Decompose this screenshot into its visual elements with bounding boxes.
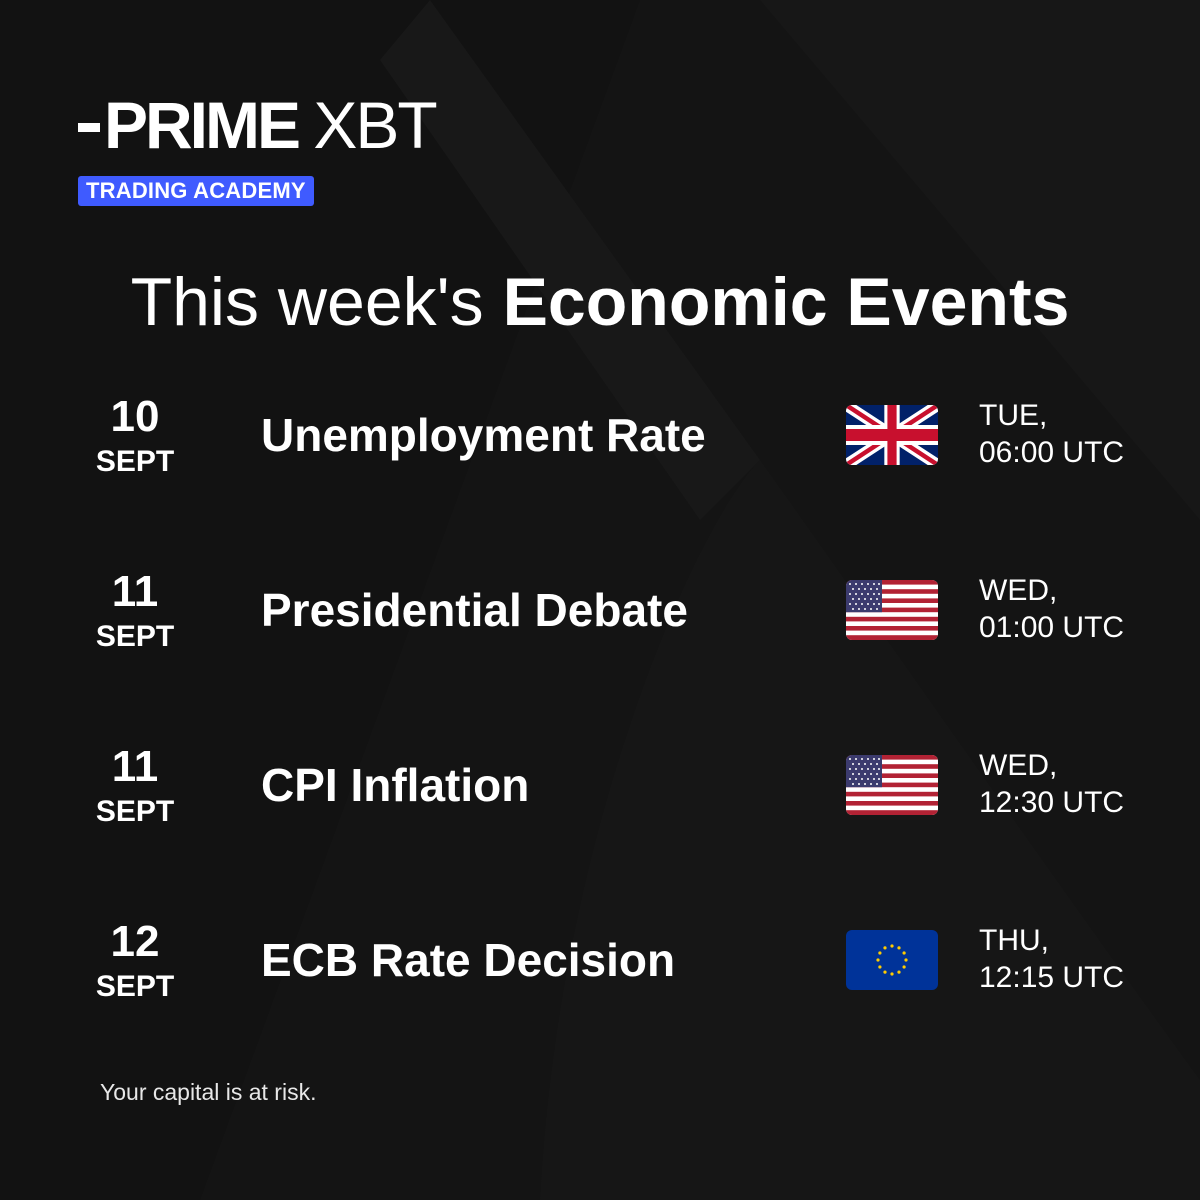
prime-xbt-logo: PRIME XBT <box>78 92 438 158</box>
event-row: 11 SEPT Presidential Debate <box>0 560 1200 680</box>
event-title: ECB Rate Decision <box>261 934 676 986</box>
us-flag-icon <box>846 580 938 640</box>
event-time: WED, 01:00 UTC <box>979 572 1179 646</box>
event-day: 10 <box>110 392 160 441</box>
event-weekday: WED, <box>979 574 1058 607</box>
event-day: 11 <box>111 742 159 791</box>
event-time: THU, 12:15 UTC <box>979 922 1179 996</box>
event-utc-time: 12:30 UTC <box>979 786 1125 819</box>
title-regular: This week's <box>130 264 484 340</box>
event-month: SEPT <box>95 795 175 828</box>
event-title: Presidential Debate <box>261 584 688 636</box>
event-weekday: TUE, <box>979 399 1048 432</box>
title-bold: Economic Events <box>502 264 1070 340</box>
event-title: CPI Inflation <box>261 759 530 811</box>
event-time: TUE, 06:00 UTC <box>979 397 1179 471</box>
trading-academy-badge: TRADING ACADEMY <box>78 176 314 206</box>
risk-disclaimer: Your capital is at risk. <box>100 1079 317 1105</box>
event-row: 12 SEPT ECB Rate Decision <box>0 910 1200 1030</box>
event-day: 12 <box>110 917 160 966</box>
event-month: SEPT <box>95 970 175 1003</box>
eu-flag-icon <box>846 930 938 990</box>
page-title: This week's Economic Events <box>0 262 1200 342</box>
event-row: 11 SEPT CPI Inflation <box>0 735 1200 855</box>
event-month: SEPT <box>95 620 175 653</box>
logo-text-primary: PRIME <box>104 88 301 162</box>
event-weekday: THU, <box>979 924 1049 957</box>
event-utc-time: 01:00 UTC <box>979 611 1125 644</box>
event-utc-time: 06:00 UTC <box>979 436 1125 469</box>
event-day: 11 <box>111 567 159 616</box>
uk-flag-icon <box>846 405 938 465</box>
logo-dash-mark <box>78 122 100 132</box>
event-utc-time: 12:15 UTC <box>979 961 1125 994</box>
event-row: 10 SEPT Unemployment Rate TUE, 06:0 <box>0 385 1200 505</box>
event-weekday: WED, <box>979 749 1058 782</box>
logo-wordmark: PRIME XBT <box>104 92 438 158</box>
event-month: SEPT <box>95 445 175 478</box>
event-title: Unemployment Rate <box>261 409 706 461</box>
us-flag-icon <box>846 755 938 815</box>
event-time: WED, 12:30 UTC <box>979 747 1179 821</box>
logo-text-secondary: XBT <box>313 88 437 162</box>
